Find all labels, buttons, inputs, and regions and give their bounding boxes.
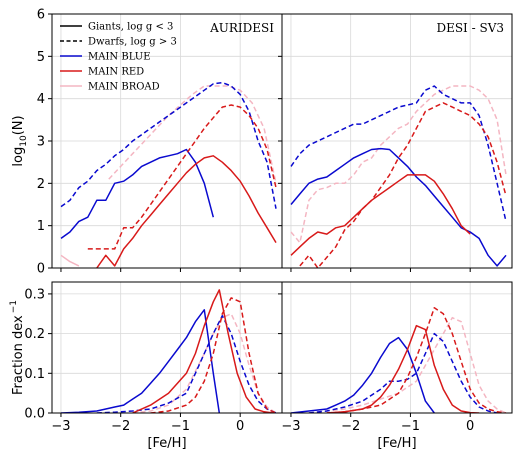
legend-label: MAIN BROAD <box>88 82 160 93</box>
series-main-broad-dashed <box>108 85 277 184</box>
legend-label: MAIN RED <box>88 67 144 78</box>
series-main-broad-dashed <box>132 313 277 413</box>
series-main-red-dashed <box>150 297 277 413</box>
series-group <box>290 307 507 413</box>
y-axis-label: log10(N) <box>11 115 29 166</box>
y-tick-label: 0.1 <box>24 367 45 382</box>
panels: 0 1 2 3 4 5 6 AURIDESI log10(N) DESI - SV3 −3 −2 −1 0… <box>9 8 513 451</box>
x-axis-label: [Fe/H] <box>377 436 416 451</box>
series-main-red-solid <box>132 289 274 413</box>
x-tick-label: 0 <box>236 419 244 434</box>
series-group <box>290 85 507 268</box>
y-tick-label: 0 <box>37 262 45 277</box>
series-main-red-dashed <box>87 104 277 250</box>
legend-label: MAIN BLUE <box>88 52 151 63</box>
legend: Giants, log g < 3 Dwarfs, log g > 3 MAIN B… <box>60 22 177 93</box>
y-tick-label: 2 <box>37 177 45 192</box>
y-tick-label: 1 <box>37 219 45 234</box>
x-tick-label: 0 <box>466 419 474 434</box>
series-main-red-solid <box>96 155 277 268</box>
y-tick-label: 6 <box>37 8 45 23</box>
series-main-blue-dashed <box>308 332 498 413</box>
panel-top-right: DESI - SV3 <box>278 13 513 272</box>
y-tick-label: 0.3 <box>24 287 45 302</box>
y-tick-label: 4 <box>37 92 45 107</box>
x-tick-label: −3 <box>51 419 70 434</box>
x-tick-label: −1 <box>171 419 190 434</box>
series-main-red-dashed <box>299 102 507 268</box>
axes-frame <box>281 281 513 414</box>
series-main-broad-solid <box>60 254 80 267</box>
y-tick-label: 0.2 <box>24 327 45 342</box>
legend-label: Giants, log g < 3 <box>88 22 173 33</box>
series-main-broad-dashed <box>308 316 507 413</box>
series-main-red-dashed <box>326 307 507 413</box>
legend-label: Dwarfs, log g > 3 <box>88 37 177 48</box>
series-group <box>60 289 277 413</box>
series-main-red-solid <box>326 324 480 413</box>
panel-title: DESI - SV3 <box>436 21 504 35</box>
panel-title: AURIDESI <box>209 21 274 35</box>
y-tick-label: 0.0 <box>24 407 45 422</box>
series-main-red-solid <box>290 174 471 256</box>
series-main-blue-solid <box>60 148 215 240</box>
series-main-blue-solid <box>60 309 221 413</box>
x-tick-label: −1 <box>401 419 420 434</box>
series-group <box>60 81 277 268</box>
x-tick-label: −2 <box>341 419 360 434</box>
x-tick-label: −3 <box>281 419 300 434</box>
series-main-blue-dashed <box>290 85 507 222</box>
y-tick-label: 5 <box>37 50 45 65</box>
series-main-blue-solid <box>290 147 507 267</box>
grid <box>52 282 282 414</box>
panel-bottom-right: −3 −2 −1 0 <box>278 281 513 434</box>
panel-top-left: 0 1 2 3 4 5 6 AURIDESI log10(N) <box>11 8 283 277</box>
grid <box>52 13 282 269</box>
x-axis-label: [Fe/H] <box>147 436 186 451</box>
y-axis-label: Fraction dex−1 <box>9 300 26 395</box>
series-main-broad-dashed <box>290 85 507 244</box>
y-tick-label: 3 <box>37 135 45 150</box>
x-tick-label: −2 <box>111 419 130 434</box>
series-main-blue-dashed <box>60 81 277 209</box>
